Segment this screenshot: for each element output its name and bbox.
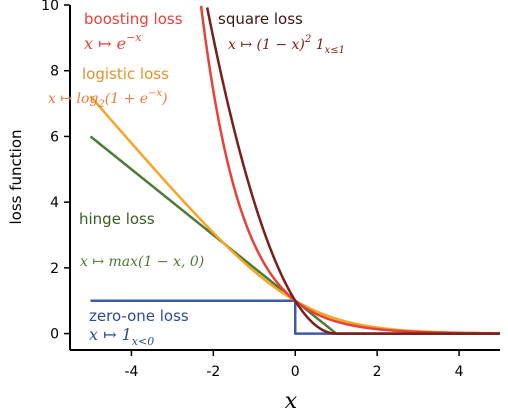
hinge-loss-formula: x ↦ max(1 − x, 0) (80, 254, 204, 270)
zero-one-loss-label: zero-one loss (89, 307, 189, 325)
x-axis-label: x (285, 389, 298, 414)
x-tick-label: -2 (206, 364, 220, 380)
x-tick-label: -4 (124, 364, 138, 380)
square-loss-curve (205, 7, 500, 335)
logistic-loss-label: logistic loss (82, 65, 169, 83)
square-loss-formula: x ↦ (1 − x)2 1x≤1 (228, 34, 345, 56)
y-tick-label: 10 (41, 0, 59, 14)
square-loss-label: square loss (218, 10, 303, 28)
y-axis-label: loss function (7, 129, 25, 224)
y-tick-label: 0 (50, 327, 59, 343)
hinge-loss-label: hinge loss (79, 210, 155, 228)
y-tick-label: 2 (50, 261, 59, 277)
y-tick-label: 4 (50, 195, 59, 211)
plot-area: -4 -2 0 2 4 0 2 4 6 8 10 (41, 0, 500, 380)
x-tick-label: 2 (373, 364, 382, 380)
x-tick-label: 4 (455, 364, 464, 380)
zero-one-loss-formula: x ↦ 1x<0 (89, 325, 154, 348)
logistic-loss-formula: x ↦ log2(1 + e−x) (48, 88, 168, 110)
y-tick-label: 6 (50, 129, 59, 145)
boosting-loss-label: boosting loss (84, 10, 183, 28)
y-tick-label: 8 (50, 64, 59, 80)
x-tick-label: 0 (291, 364, 300, 380)
boosting-loss-formula: x ↦ e−x (84, 31, 142, 53)
